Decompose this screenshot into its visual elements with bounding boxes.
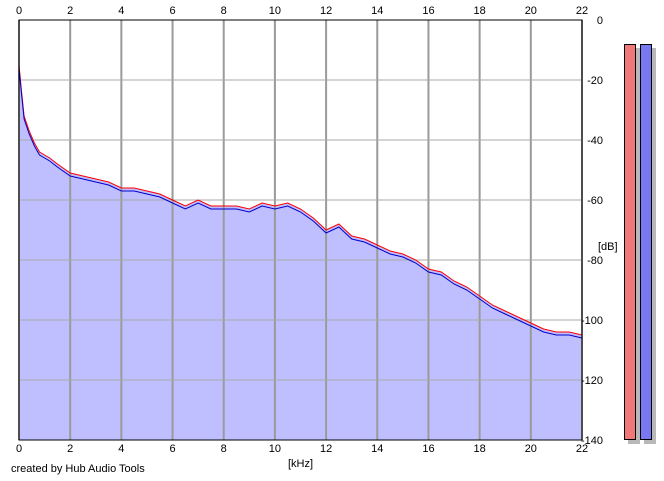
- x-tick-label-bottom: 4: [118, 443, 124, 455]
- x-tick-label-bottom: 2: [67, 443, 73, 455]
- x-tick-label-top: 6: [169, 5, 175, 17]
- x-axis-label: [kHz]: [288, 458, 313, 470]
- x-tick-label-bottom: 12: [320, 443, 332, 455]
- credit-text: created by Hub Audio Tools: [11, 463, 145, 475]
- y-tick-label: 0: [597, 15, 603, 27]
- x-tick-label-top: 16: [422, 5, 434, 17]
- y-tick-label: -100: [581, 315, 603, 327]
- x-tick-label-top: 12: [320, 5, 332, 17]
- spectrum-series-1: [18, 64, 583, 336]
- x-tick-label-top: 20: [525, 5, 537, 17]
- x-tick-label-top: 14: [371, 5, 383, 17]
- x-tick-label-top: 8: [221, 5, 227, 17]
- spectrum-fill-area: [19, 65, 582, 440]
- plot-frame: [18, 19, 583, 441]
- left-channel-level-meter: [624, 44, 636, 440]
- y-tick-label: -140: [581, 435, 603, 447]
- x-tick-label-bottom: 20: [525, 443, 537, 455]
- x-tick-label-top: 22: [576, 5, 588, 17]
- y-tick-label: -60: [587, 195, 603, 207]
- spectrum-series-2: [18, 67, 583, 339]
- x-tick-label-top: 2: [67, 5, 73, 17]
- x-tick-label-bottom: 6: [169, 443, 175, 455]
- x-tick-label-bottom: 22: [576, 443, 588, 455]
- x-tick-label-bottom: 16: [422, 443, 434, 455]
- x-tick-label-top: 10: [269, 5, 281, 17]
- x-tick-label-top: 0: [16, 5, 22, 17]
- right-channel-level-meter: [640, 44, 652, 440]
- x-tick-label-bottom: 14: [371, 443, 383, 455]
- x-tick-label-bottom: 8: [221, 443, 227, 455]
- x-tick-label-top: 18: [474, 5, 486, 17]
- y-tick-label: -20: [587, 75, 603, 87]
- y-tick-label: -40: [587, 135, 603, 147]
- y-tick-label: -80: [587, 255, 603, 267]
- x-tick-label-bottom: 18: [474, 443, 486, 455]
- x-tick-label-bottom: 0: [16, 443, 22, 455]
- y-axis-label: [dB]: [598, 241, 618, 253]
- y-tick-label: -120: [581, 375, 603, 387]
- x-tick-label-top: 4: [118, 5, 124, 17]
- x-tick-label-bottom: 10: [269, 443, 281, 455]
